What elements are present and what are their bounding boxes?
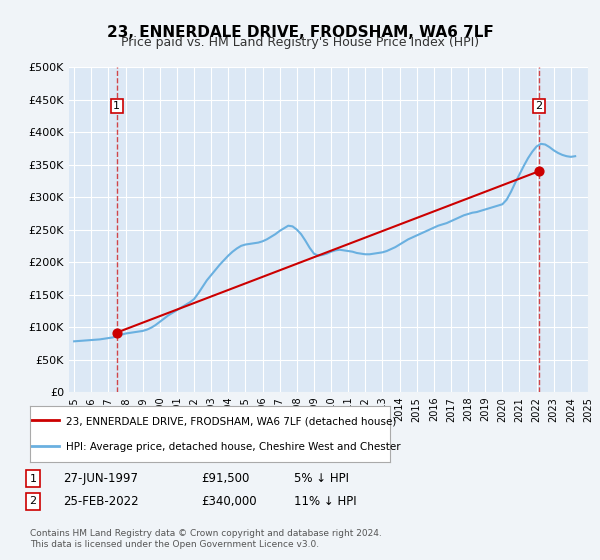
Text: 1: 1 <box>113 101 120 111</box>
Text: HPI: Average price, detached house, Cheshire West and Chester: HPI: Average price, detached house, Ches… <box>66 442 401 452</box>
Text: 2: 2 <box>536 101 543 111</box>
Text: 23, ENNERDALE DRIVE, FRODSHAM, WA6 7LF: 23, ENNERDALE DRIVE, FRODSHAM, WA6 7LF <box>107 25 493 40</box>
Text: Price paid vs. HM Land Registry's House Price Index (HPI): Price paid vs. HM Land Registry's House … <box>121 36 479 49</box>
Text: 5% ↓ HPI: 5% ↓ HPI <box>294 472 349 486</box>
Text: Contains HM Land Registry data © Crown copyright and database right 2024.
This d: Contains HM Land Registry data © Crown c… <box>30 529 382 549</box>
Text: £340,000: £340,000 <box>201 494 257 508</box>
Text: 11% ↓ HPI: 11% ↓ HPI <box>294 494 356 508</box>
Point <box>112 328 122 337</box>
Point <box>535 167 544 176</box>
Text: 27-JUN-1997: 27-JUN-1997 <box>63 472 138 486</box>
Text: 2: 2 <box>29 496 37 506</box>
Text: 25-FEB-2022: 25-FEB-2022 <box>63 494 139 508</box>
Text: £91,500: £91,500 <box>201 472 250 486</box>
Text: 1: 1 <box>29 474 37 484</box>
Text: 23, ENNERDALE DRIVE, FRODSHAM, WA6 7LF (detached house): 23, ENNERDALE DRIVE, FRODSHAM, WA6 7LF (… <box>66 417 397 427</box>
